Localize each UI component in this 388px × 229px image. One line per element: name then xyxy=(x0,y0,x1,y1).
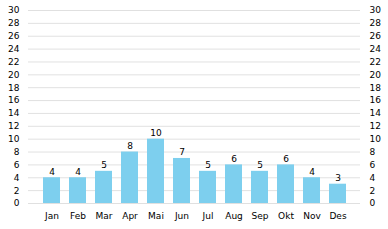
svg-text:20: 20 xyxy=(8,70,20,80)
svg-text:4: 4 xyxy=(14,173,20,183)
svg-text:Mai: Mai xyxy=(148,211,164,221)
svg-text:28: 28 xyxy=(8,18,20,28)
svg-text:12: 12 xyxy=(370,121,381,131)
svg-text:Jul: Jul xyxy=(202,211,214,221)
svg-text:4: 4 xyxy=(370,173,376,183)
svg-text:5: 5 xyxy=(257,160,263,170)
svg-text:26: 26 xyxy=(370,31,382,41)
svg-text:8: 8 xyxy=(14,147,20,157)
svg-text:3: 3 xyxy=(335,173,341,183)
svg-text:Jan: Jan xyxy=(44,211,59,221)
svg-text:4: 4 xyxy=(309,167,315,177)
svg-text:20: 20 xyxy=(370,70,382,80)
svg-text:12: 12 xyxy=(8,121,19,131)
svg-text:6: 6 xyxy=(283,154,289,164)
svg-text:30: 30 xyxy=(8,5,20,15)
svg-text:14: 14 xyxy=(8,108,20,118)
svg-text:5: 5 xyxy=(101,160,107,170)
svg-text:Aug: Aug xyxy=(225,211,243,221)
svg-text:18: 18 xyxy=(370,83,382,93)
svg-text:22: 22 xyxy=(8,57,19,67)
svg-text:6: 6 xyxy=(231,154,237,164)
svg-text:24: 24 xyxy=(8,44,20,54)
svg-text:16: 16 xyxy=(8,95,20,105)
svg-text:10: 10 xyxy=(8,134,20,144)
svg-text:16: 16 xyxy=(370,95,382,105)
svg-text:10: 10 xyxy=(370,134,382,144)
svg-text:0: 0 xyxy=(370,198,376,208)
svg-text:8: 8 xyxy=(370,147,376,157)
svg-text:22: 22 xyxy=(370,57,381,67)
svg-text:Okt: Okt xyxy=(278,211,294,221)
svg-text:Nov: Nov xyxy=(303,211,321,221)
svg-text:10: 10 xyxy=(150,128,162,138)
svg-text:24: 24 xyxy=(370,44,382,54)
svg-text:7: 7 xyxy=(179,147,185,157)
svg-text:8: 8 xyxy=(127,141,133,151)
svg-text:6: 6 xyxy=(370,160,376,170)
svg-text:4: 4 xyxy=(75,167,81,177)
svg-text:Feb: Feb xyxy=(70,211,86,221)
svg-text:Sep: Sep xyxy=(252,211,269,221)
svg-text:Apr: Apr xyxy=(122,211,138,221)
svg-text:Mar: Mar xyxy=(96,211,113,221)
svg-text:Des: Des xyxy=(329,211,346,221)
svg-text:26: 26 xyxy=(8,31,20,41)
svg-text:4: 4 xyxy=(49,167,55,177)
svg-text:14: 14 xyxy=(370,108,382,118)
svg-text:0: 0 xyxy=(14,198,20,208)
svg-text:2: 2 xyxy=(370,186,376,196)
svg-text:18: 18 xyxy=(8,83,20,93)
svg-text:Jun: Jun xyxy=(174,211,189,221)
svg-text:2: 2 xyxy=(14,186,20,196)
svg-text:28: 28 xyxy=(370,18,382,28)
svg-text:6: 6 xyxy=(14,160,20,170)
svg-text:5: 5 xyxy=(205,160,211,170)
svg-text:30: 30 xyxy=(370,5,382,15)
